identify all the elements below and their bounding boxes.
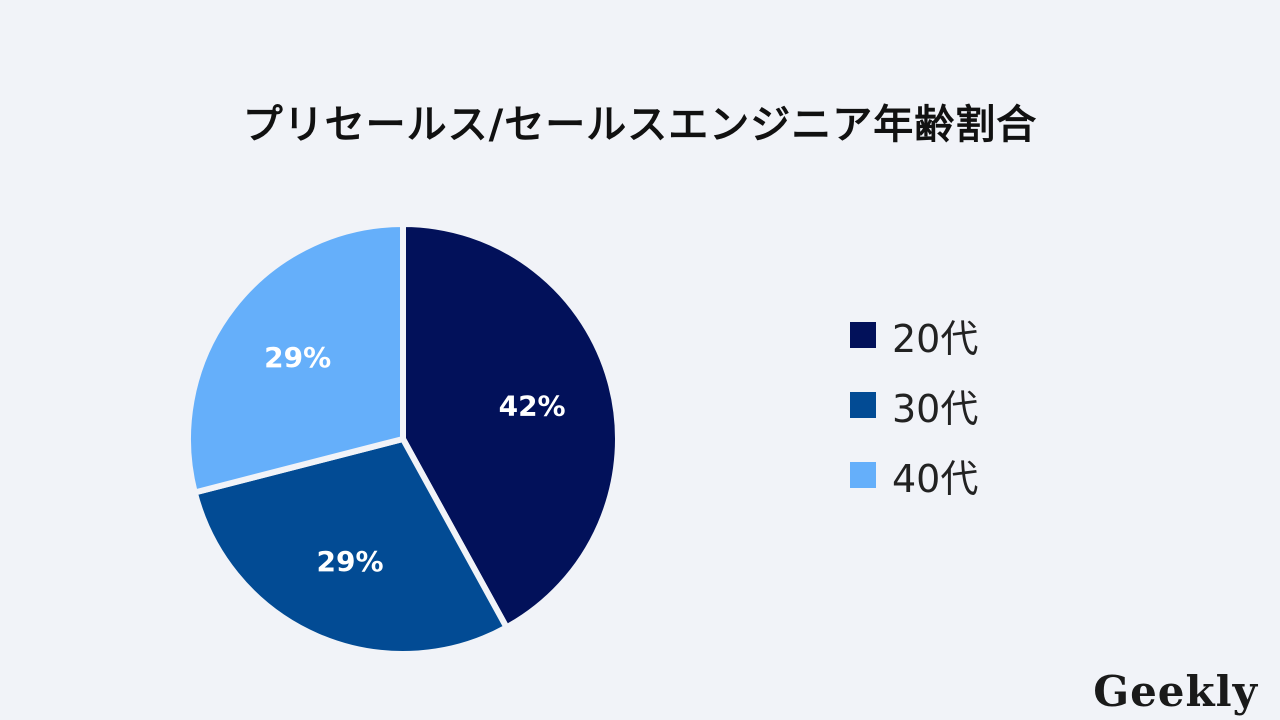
chart-title: プリセールス/セールスエンジニア年齢割合: [242, 102, 1038, 148]
legend-item-20s: 20代: [850, 300, 978, 370]
geekly-logo: Geekly: [1093, 667, 1258, 716]
legend-swatch-20s: [850, 322, 876, 348]
pie-slice-30s: [191, 436, 510, 657]
legend-label-20s: 20代: [892, 316, 979, 361]
pie-slice-40s: [185, 221, 406, 496]
legend-swatch-40s: [850, 462, 876, 488]
data-label-30s: 29%: [317, 545, 384, 578]
legend-swatch-30s: [850, 392, 876, 418]
pie-slice-20s: [400, 221, 621, 631]
data-label-40s: 29%: [264, 341, 331, 374]
data-label-20s: 42%: [499, 389, 566, 422]
legend-item-30s: 30代: [850, 370, 978, 440]
legend-label-40s: 40代: [892, 456, 979, 501]
legend-item-40s: 40代: [850, 440, 978, 510]
legend-label-30s: 30代: [892, 386, 979, 431]
legend: 20代 30代 40代: [850, 300, 978, 510]
